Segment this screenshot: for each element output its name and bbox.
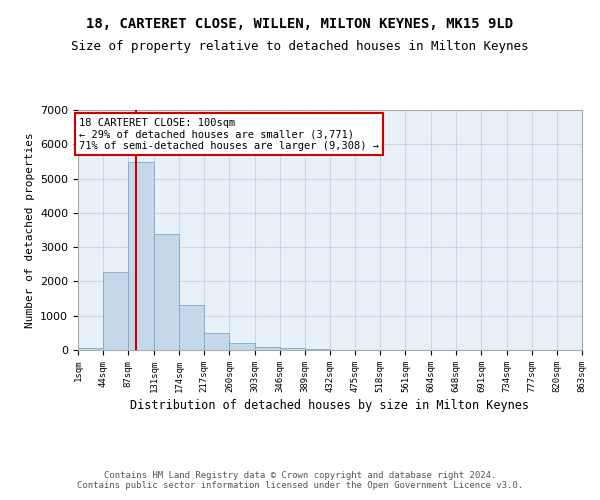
Bar	[280, 348, 305, 350]
Text: Contains HM Land Registry data © Crown copyright and database right 2024.
Contai: Contains HM Land Registry data © Crown c…	[77, 470, 523, 490]
Bar	[103, 272, 128, 350]
Text: Size of property relative to detached houses in Milton Keynes: Size of property relative to detached ho…	[71, 40, 529, 53]
Bar	[154, 234, 179, 350]
Bar	[254, 347, 280, 350]
Bar	[179, 305, 204, 350]
Y-axis label: Number of detached properties: Number of detached properties	[25, 132, 35, 328]
X-axis label: Distribution of detached houses by size in Milton Keynes: Distribution of detached houses by size …	[131, 399, 530, 412]
Bar	[204, 333, 229, 350]
Bar	[78, 348, 103, 350]
Bar	[128, 162, 154, 350]
Text: 18 CARTERET CLOSE: 100sqm
← 29% of detached houses are smaller (3,771)
71% of se: 18 CARTERET CLOSE: 100sqm ← 29% of detac…	[79, 118, 379, 150]
Bar	[229, 344, 254, 350]
Text: 18, CARTERET CLOSE, WILLEN, MILTON KEYNES, MK15 9LD: 18, CARTERET CLOSE, WILLEN, MILTON KEYNE…	[86, 18, 514, 32]
